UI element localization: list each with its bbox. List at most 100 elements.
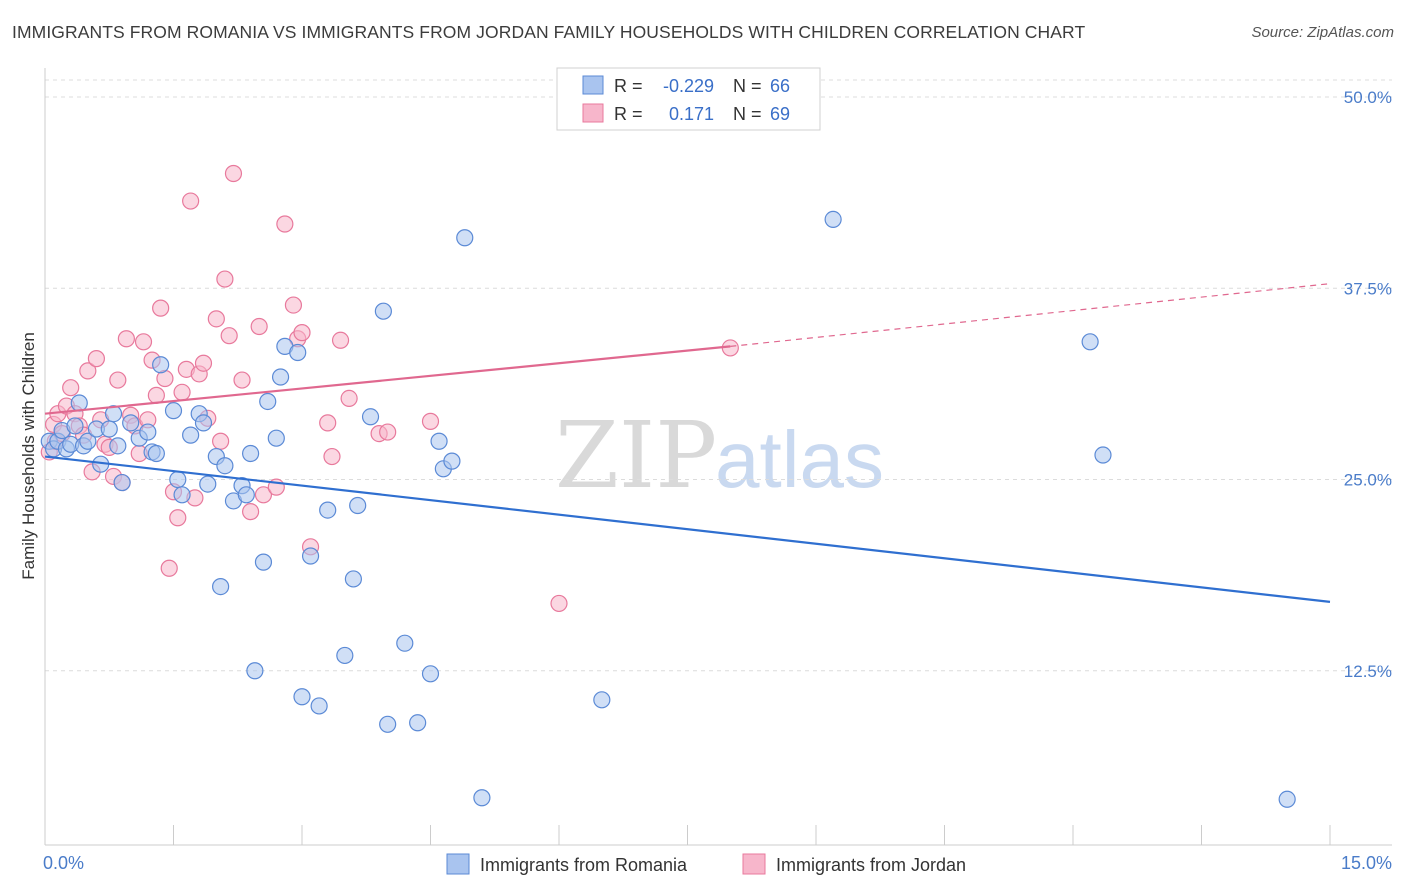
y-tick-label-0: 12.5% (1344, 662, 1392, 681)
romania-point-53 (396, 634, 414, 652)
romania-point-40 (271, 368, 290, 386)
y-tick-label-1: 25.0% (1344, 471, 1392, 490)
legend-n-value-romania: 66 (770, 76, 790, 96)
romania-point-56 (430, 432, 448, 450)
romania-point-6 (66, 417, 84, 435)
jordan-point-39 (207, 310, 225, 328)
jordan-point-49 (276, 215, 294, 233)
correlation-legend: R = -0.229 N = 66 R = 0.171 N = 69 (556, 67, 821, 131)
romania-point-60 (473, 789, 491, 807)
legend-swatch-romania (582, 75, 604, 95)
romania-point-64 (1094, 446, 1112, 464)
jordan-point-10 (79, 362, 97, 380)
romania-point-20 (147, 444, 165, 463)
jordan-point-17 (109, 371, 127, 389)
jordan-point-19 (117, 330, 135, 348)
series-legend: Immigrants from Romania Immigrants from … (446, 853, 966, 875)
chart-title: IMMIGRANTS FROM ROMANIA VS IMMIGRANTS FR… (12, 22, 1086, 42)
romania-point-14 (109, 437, 127, 455)
series-swatch-romania (446, 853, 470, 875)
romania-point-34 (237, 486, 255, 504)
jordan-point-52 (293, 324, 311, 342)
romania-trend-line (44, 455, 1331, 603)
romania-point-45 (310, 697, 328, 715)
jordan-point-43 (224, 164, 243, 183)
romania-point-47 (336, 646, 354, 665)
jordan-point-60 (421, 412, 440, 430)
romania-point-38 (259, 392, 277, 411)
legend-swatch-jordan (582, 103, 604, 123)
jordan-point-59 (379, 423, 397, 441)
romania-point-48 (344, 570, 362, 588)
x-tick-label-0: 0.0% (43, 853, 84, 873)
jordan-point-29 (160, 559, 178, 577)
trend-lines (44, 283, 1331, 603)
romania-point-39 (267, 429, 285, 447)
romania-point-9 (79, 432, 97, 450)
jordan-point-45 (242, 503, 260, 521)
jordan-point-55 (323, 447, 341, 466)
romania-point-18 (139, 423, 157, 441)
jordan-point-23 (134, 333, 153, 351)
romania-point-28 (199, 475, 217, 493)
romania-point-44 (301, 547, 320, 565)
jordan-point-32 (173, 383, 191, 401)
y-tick-labels: 12.5% 25.0% 37.5% 50.0% (1344, 88, 1392, 681)
legend-r-label-romania: R = (614, 76, 643, 96)
jordan-point-41 (216, 270, 234, 288)
jordan-point-12 (87, 350, 106, 368)
romania-point-16 (122, 414, 140, 432)
romania-point-36 (246, 662, 264, 680)
romania-point-55 (421, 665, 440, 683)
jordan-trend-extension (730, 283, 1331, 347)
jordan-point-26 (147, 386, 165, 404)
series-swatch-jordan (742, 853, 766, 875)
x-tick-label-1: 15.0% (1341, 853, 1392, 873)
jordan-point-47 (254, 486, 273, 504)
legend-n-label-jordan: N = (733, 104, 762, 124)
jordan-point-42 (220, 327, 238, 345)
legend-r-label-jordan: R = (614, 104, 643, 124)
jordan-point-37 (194, 354, 213, 372)
romania-point-63 (1081, 333, 1099, 351)
romania-point-37 (254, 553, 273, 571)
romania-point-62 (824, 210, 842, 228)
romania-point-51 (374, 302, 392, 320)
romania-point-58 (443, 452, 461, 470)
romania-point-52 (379, 715, 397, 733)
legend-r-value-jordan: 0.171 (669, 104, 714, 124)
jordan-point-34 (182, 192, 200, 210)
romania-point-21 (152, 356, 170, 374)
romania-point-12 (100, 420, 118, 438)
jordan-points (40, 164, 739, 613)
romania-point-54 (409, 714, 427, 732)
watermark-zip: ZIP (555, 402, 717, 509)
romania-points (40, 210, 1296, 808)
series-label-romania: Immigrants from Romania (480, 855, 688, 875)
y-tick-label-3: 50.0% (1344, 88, 1392, 107)
romania-point-27 (194, 414, 213, 432)
y-tick-label-2: 37.5% (1344, 279, 1392, 298)
romania-point-42 (289, 343, 307, 362)
jordan-point-46 (250, 317, 268, 336)
watermark: ZIP atlas (555, 402, 884, 509)
romania-point-23 (169, 470, 187, 489)
romania-point-30 (212, 577, 230, 596)
romania-point-22 (164, 402, 183, 420)
jordan-point-31 (169, 509, 187, 527)
romania-point-50 (361, 408, 380, 426)
jordan-point-61 (550, 594, 568, 613)
jordan-point-56 (331, 331, 350, 349)
jordan-point-44 (233, 371, 251, 389)
romania-point-49 (349, 496, 367, 515)
series-label-jordan: Immigrants from Jordan (776, 855, 966, 875)
jordan-point-57 (340, 389, 358, 408)
romania-point-65 (1278, 790, 1296, 808)
romania-point-13 (104, 405, 123, 423)
x-tick-labels: 0.0% 15.0% (43, 853, 1392, 873)
romania-point-59 (456, 229, 474, 247)
romania-point-31 (216, 457, 234, 475)
legend-r-value-romania: -0.229 (663, 76, 714, 96)
romania-point-15 (113, 473, 131, 492)
romania-point-25 (182, 426, 200, 444)
